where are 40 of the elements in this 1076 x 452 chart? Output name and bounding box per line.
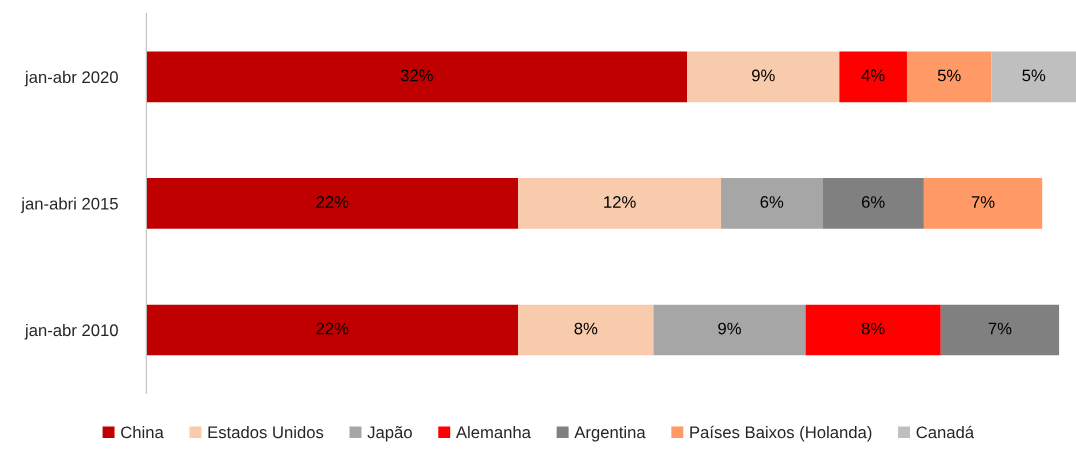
data-label: 32% bbox=[400, 69, 433, 82]
bar bbox=[653, 304, 806, 356]
y-tick-label: jan-abr 2010 bbox=[24, 323, 118, 340]
bar bbox=[146, 51, 688, 103]
data-label: 9% bbox=[752, 69, 775, 82]
legend-label: Países Baixos (Holanda) bbox=[690, 425, 872, 442]
data-label: 22% bbox=[316, 322, 349, 335]
bar bbox=[822, 178, 924, 229]
data-label: 7% bbox=[971, 196, 995, 208]
data-label: 8% bbox=[574, 322, 598, 335]
y-tick-label: jan-abr 2020 bbox=[24, 70, 118, 87]
legend-label: Estados Unidos bbox=[208, 425, 324, 439]
bar bbox=[940, 304, 1060, 356]
bar bbox=[906, 51, 992, 103]
data-label: 6% bbox=[760, 196, 784, 208]
data-label: 8% bbox=[861, 322, 885, 335]
bar bbox=[146, 304, 519, 356]
legend-label: Alemanha bbox=[455, 425, 531, 439]
data-label: 7% bbox=[988, 322, 1012, 335]
data-label: 22% bbox=[316, 196, 349, 208]
data-label: 4% bbox=[861, 69, 885, 82]
bar bbox=[805, 304, 941, 356]
bar bbox=[518, 178, 722, 229]
bar bbox=[687, 51, 840, 103]
data-label: 9% bbox=[718, 322, 741, 335]
legend-label: Argentina bbox=[574, 425, 646, 442]
bar bbox=[518, 304, 654, 356]
data-label: 5% bbox=[1022, 69, 1046, 82]
data-label: 5% bbox=[937, 69, 961, 82]
bar bbox=[923, 178, 1043, 229]
bar bbox=[839, 51, 907, 103]
data-label: 6% bbox=[861, 196, 885, 208]
legend-label: Canadá bbox=[916, 425, 975, 439]
bar bbox=[721, 178, 823, 229]
legend-label: China bbox=[121, 425, 164, 439]
bar bbox=[146, 178, 519, 229]
data-label: 12% bbox=[604, 196, 636, 208]
bar bbox=[991, 51, 1076, 103]
legend-label: Japão bbox=[367, 426, 412, 442]
y-tick-label: jan-abri 2015 bbox=[20, 197, 118, 213]
